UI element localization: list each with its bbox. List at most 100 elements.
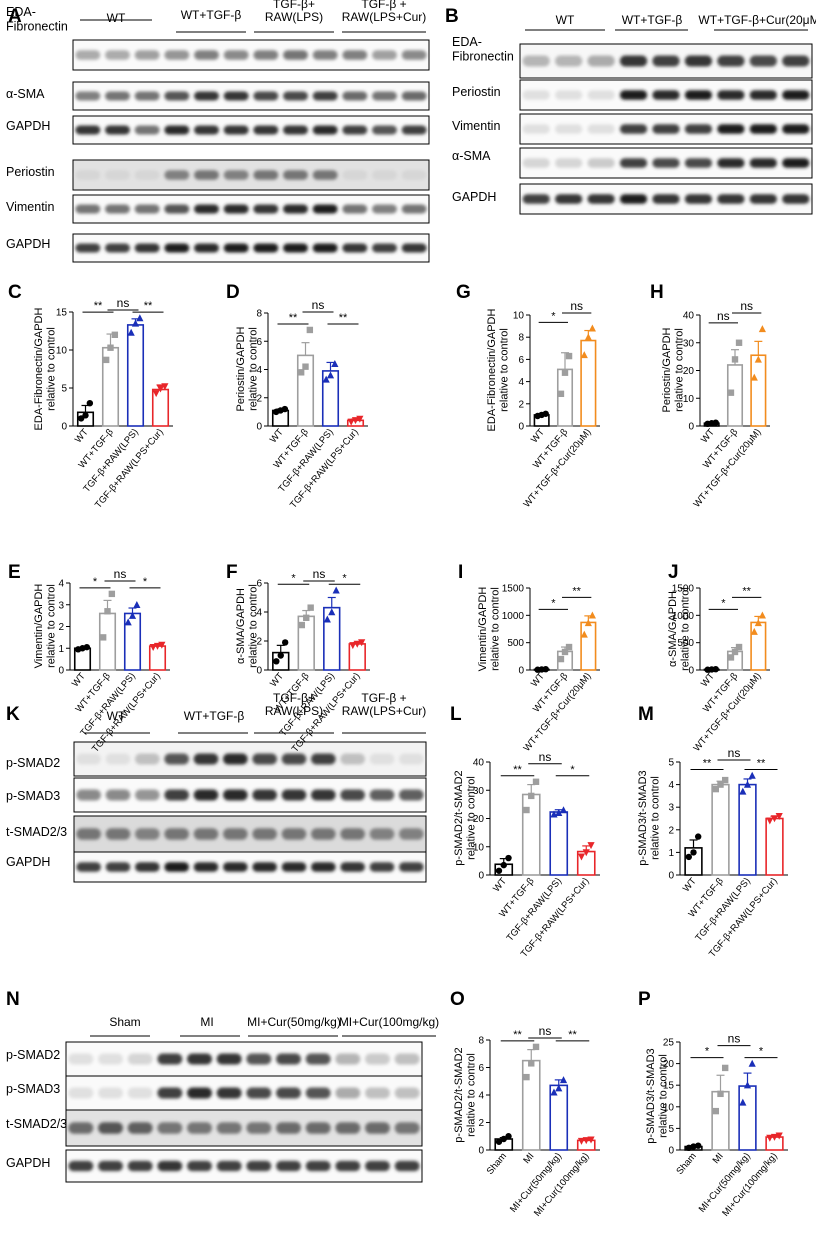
- data-point: [557, 655, 565, 663]
- data-point: [717, 1090, 724, 1098]
- blot-band: [127, 1122, 153, 1134]
- data-point: [307, 604, 314, 611]
- data-point: [731, 648, 739, 656]
- blot-row: p-SMAD2: [6, 741, 427, 777]
- y-tick-label: 0: [478, 1146, 484, 1157]
- blot-band: [164, 789, 189, 801]
- blot-band: [246, 1087, 272, 1099]
- blot-band: [164, 170, 190, 180]
- blot-band: [401, 91, 427, 101]
- blot-band: [587, 90, 615, 100]
- y-tick-label: 0: [688, 422, 694, 433]
- blot-band: [394, 1053, 420, 1065]
- blot-frame: [73, 741, 427, 777]
- blot-band: [193, 862, 219, 872]
- data-point: [754, 619, 762, 627]
- data-point: [323, 615, 331, 623]
- blot-band: [365, 1160, 390, 1172]
- y-tick-label: 4: [668, 780, 674, 791]
- significance-label: ns: [740, 299, 753, 313]
- blot-frame: [72, 233, 430, 263]
- panel-letter: C: [8, 282, 22, 303]
- panel-letter: E: [8, 562, 21, 583]
- blot-band: [105, 828, 131, 840]
- data-point: [153, 642, 162, 650]
- blot-band: [717, 55, 745, 67]
- blot-row: GAPDH: [6, 851, 427, 883]
- blot-band: [684, 124, 713, 134]
- blot-frame: [73, 851, 427, 883]
- blot-band: [335, 1160, 361, 1172]
- y-tick-label: 10: [513, 311, 525, 322]
- blot-band: [335, 1053, 361, 1065]
- data-point: [735, 339, 743, 346]
- x-tick-label: WT: [681, 876, 699, 895]
- blot-band: [283, 204, 308, 214]
- y-axis-label: Vimentin/GAPDHrelative to control: [477, 587, 502, 672]
- blot-band: [372, 170, 397, 180]
- blot-band: [75, 204, 101, 214]
- blot-band: [194, 125, 219, 135]
- data-point: [102, 356, 110, 364]
- blot-band: [749, 124, 777, 134]
- blot-band: [105, 243, 130, 253]
- data-point: [532, 1043, 540, 1051]
- blot-band: [587, 158, 615, 168]
- blot-band: [75, 170, 101, 180]
- blot-band: [312, 91, 338, 101]
- y-tick-label: 2: [256, 637, 262, 648]
- group-label: WT+TGF-β: [184, 709, 245, 723]
- y-tick-label: 40: [683, 311, 695, 322]
- blot-band: [749, 194, 777, 204]
- blot-band: [782, 194, 810, 204]
- blot-label: EDA-Fibronectin: [452, 35, 514, 63]
- data-point: [505, 854, 512, 862]
- blot-band: [223, 50, 249, 60]
- panel-letter: M: [638, 704, 654, 725]
- blot-band: [252, 789, 277, 801]
- y-tick-label: 8: [478, 1036, 484, 1047]
- blot-band: [365, 1122, 390, 1134]
- data-point: [528, 792, 535, 800]
- blot-band: [555, 90, 583, 100]
- blot-band: [68, 1122, 94, 1134]
- data-point: [523, 1073, 530, 1081]
- data-point: [328, 608, 336, 616]
- significance-label: *: [143, 576, 148, 588]
- blot-band: [749, 158, 777, 168]
- y-tick-label: 8: [256, 309, 262, 320]
- data-point: [83, 643, 91, 651]
- y-tick-label: 20: [663, 1059, 675, 1070]
- blot-band: [157, 1122, 183, 1134]
- blot-band: [193, 753, 219, 765]
- y-tick-label: 4: [256, 608, 262, 619]
- blot-band: [252, 862, 277, 872]
- significance-label: ns: [539, 1024, 552, 1038]
- blot-band: [187, 1087, 212, 1099]
- data-point: [104, 608, 111, 615]
- blot-band: [105, 789, 131, 801]
- blot-band: [105, 204, 130, 214]
- y-axis-label: Periostin/GAPDHrelative to control: [661, 327, 686, 412]
- data-point: [131, 319, 140, 327]
- blot-label: t-SMAD2/3: [6, 825, 67, 839]
- x-tick-label: Sham: [485, 1151, 509, 1177]
- x-tick-label: WT: [529, 427, 547, 446]
- y-tick-label: 5: [668, 1124, 674, 1135]
- data-point: [588, 324, 596, 332]
- y-tick-label: 5: [668, 758, 674, 769]
- blot-row: GAPDH: [6, 233, 430, 263]
- y-axis-label: α-SMA/GAPDHrelative to control: [667, 587, 692, 671]
- blot-frame: [72, 81, 430, 111]
- blot-band: [372, 91, 397, 101]
- blot-band: [305, 1087, 331, 1099]
- y-tick-label: 0: [668, 871, 674, 882]
- blot-band: [187, 1160, 212, 1172]
- blot-band: [372, 204, 397, 214]
- blot-band: [749, 55, 777, 67]
- significance-label: **: [568, 1029, 577, 1041]
- blot-band: [223, 91, 249, 101]
- chart-m: M 0 1 2 3 4 5 p-SMAD3/t-SMAD3relative to contro…: [637, 704, 788, 960]
- blot-band: [157, 1087, 183, 1099]
- blot-label: p-SMAD2: [6, 756, 60, 770]
